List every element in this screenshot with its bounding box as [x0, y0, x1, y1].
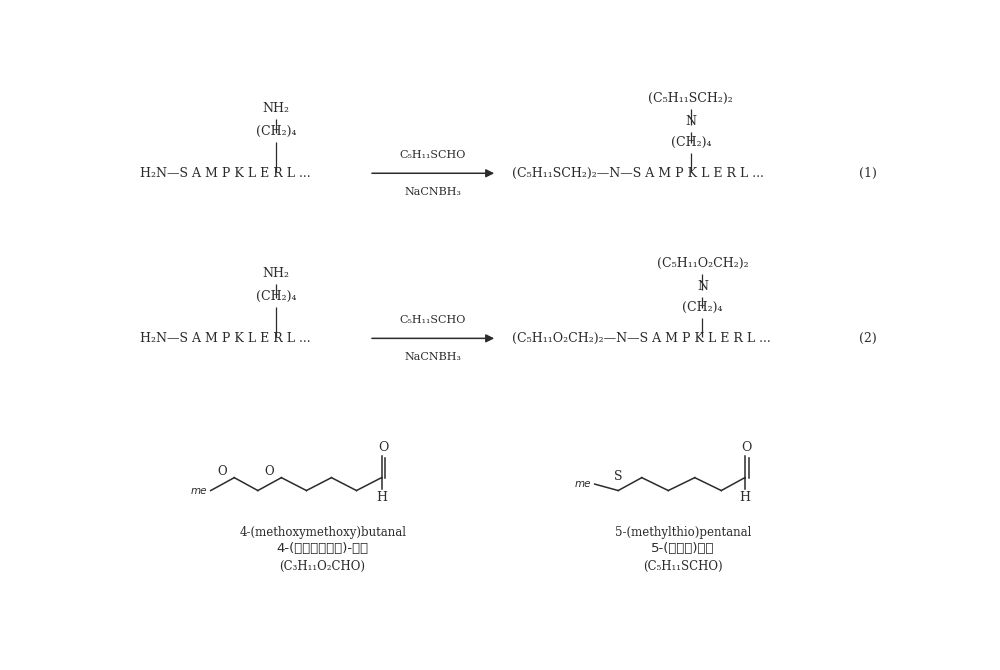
Text: NH₂: NH₂: [263, 102, 290, 115]
Text: (CH₂)₄: (CH₂)₄: [682, 301, 723, 314]
Text: (C₅H₁₁SCH₂)₂: (C₅H₁₁SCH₂)₂: [648, 92, 733, 105]
Text: (C₃H₁₁O₂CHO): (C₃H₁₁O₂CHO): [280, 560, 366, 574]
Text: O: O: [218, 465, 227, 478]
Text: S: S: [614, 470, 622, 483]
Text: NH₂: NH₂: [263, 267, 290, 280]
Text: O: O: [741, 442, 752, 454]
Text: (1): (1): [859, 167, 877, 180]
Text: (CH₂)₄: (CH₂)₄: [256, 290, 296, 304]
Text: (2): (2): [859, 332, 877, 345]
Text: 4-(methoxymethoxy)butanal: 4-(methoxymethoxy)butanal: [239, 526, 406, 539]
Text: me: me: [190, 486, 207, 496]
Text: H: H: [739, 490, 750, 504]
Text: H: H: [376, 490, 387, 504]
Text: H₂N—S A M P K L E R L ...: H₂N—S A M P K L E R L ...: [140, 167, 311, 180]
Text: (CH₂)₄: (CH₂)₄: [670, 135, 711, 149]
Text: NaCNBH₃: NaCNBH₃: [404, 352, 461, 362]
Text: 4-(甲氧基甲氧基)-丁醇: 4-(甲氧基甲氧基)-丁醇: [277, 542, 369, 555]
Text: N: N: [697, 280, 708, 293]
Text: me: me: [574, 479, 591, 489]
Text: C₅H₁₁SCHO: C₅H₁₁SCHO: [399, 315, 466, 325]
Text: 5-(methylthio)pentanal: 5-(methylthio)pentanal: [615, 526, 751, 539]
Text: (C₅H₁₁O₂CH₂)₂: (C₅H₁₁O₂CH₂)₂: [657, 257, 748, 270]
Text: (C₅H₁₁O₂CH₂)₂—N—S A M P K L E R L ...: (C₅H₁₁O₂CH₂)₂—N—S A M P K L E R L ...: [512, 332, 771, 345]
Text: H₂N—S A M P K L E R L ...: H₂N—S A M P K L E R L ...: [140, 332, 311, 345]
Text: C₅H₁₁SCHO: C₅H₁₁SCHO: [399, 150, 466, 160]
Text: 5-(甲硫基)戊醇: 5-(甲硫基)戊醇: [651, 542, 715, 555]
Text: N: N: [685, 115, 696, 128]
Text: NaCNBH₃: NaCNBH₃: [404, 187, 461, 197]
Text: O: O: [265, 465, 274, 478]
Text: (CH₂)₄: (CH₂)₄: [256, 125, 296, 138]
Text: O: O: [378, 442, 388, 454]
Text: (C₅H₁₁SCHO): (C₅H₁₁SCHO): [643, 560, 723, 574]
Text: (C₅H₁₁SCH₂)₂—N—S A M P K L E R L ...: (C₅H₁₁SCH₂)₂—N—S A M P K L E R L ...: [512, 167, 764, 180]
